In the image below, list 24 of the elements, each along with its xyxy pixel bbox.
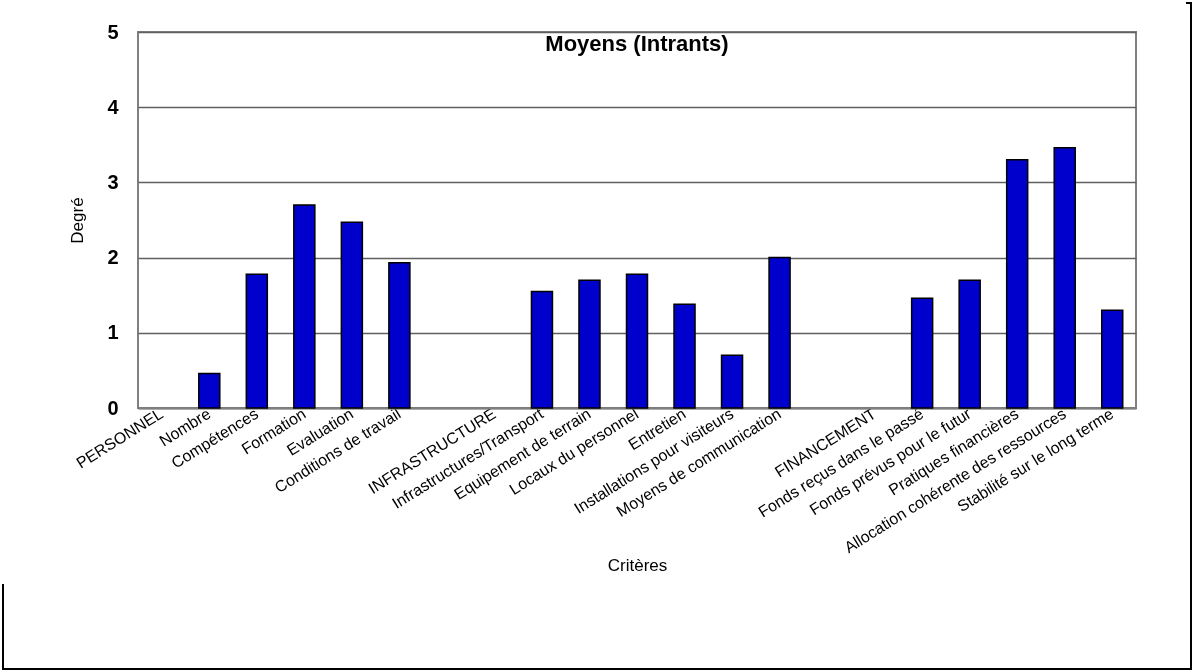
bar	[1053, 147, 1076, 409]
y-tick-label: 2	[107, 246, 119, 269]
bar	[720, 354, 744, 409]
bar	[958, 279, 981, 409]
bar	[578, 279, 601, 409]
bar	[198, 372, 221, 409]
bar	[1005, 159, 1029, 409]
x-axis-title: Critères	[607, 555, 668, 575]
bar	[625, 273, 649, 409]
bar	[1100, 309, 1124, 409]
bar	[245, 273, 269, 409]
bar	[530, 290, 554, 409]
bar	[388, 262, 411, 409]
bar	[910, 297, 934, 409]
y-tick-label: 4	[107, 95, 120, 118]
bar	[673, 303, 696, 409]
bar	[340, 221, 364, 409]
chart-title: Moyens (Intrants)	[545, 31, 729, 56]
bar	[293, 204, 316, 409]
y-tick-label: 5	[107, 20, 119, 43]
y-tick-label: 1	[107, 321, 119, 344]
y-tick-label: 3	[107, 170, 119, 193]
bar	[768, 256, 791, 409]
y-axis-title: Degré	[68, 197, 88, 244]
